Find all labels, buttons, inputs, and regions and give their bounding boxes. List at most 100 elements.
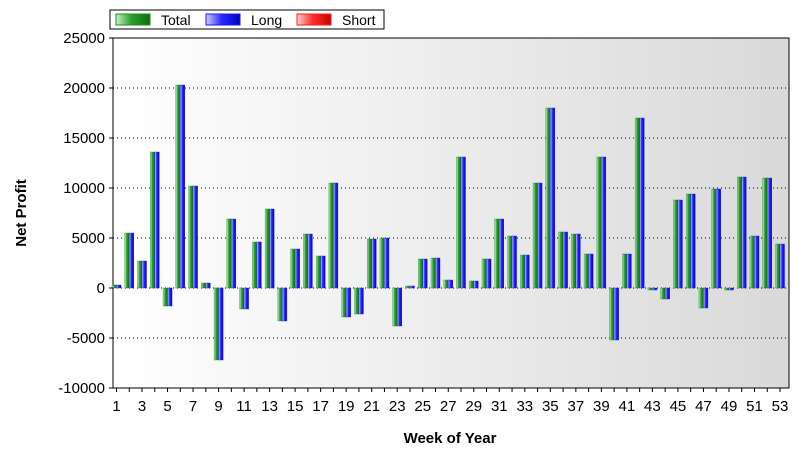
bar-total-week-20 [354, 287, 360, 315]
x-tick-label: 29 [465, 398, 482, 415]
x-tick-label: 31 [491, 398, 508, 415]
grid-lines [113, 87, 789, 339]
legend: Total Long Short [109, 9, 385, 30]
bar-long-week-42 [639, 117, 645, 289]
bar-long-week-11 [243, 287, 249, 310]
bar-total-week-45 [673, 199, 679, 289]
bar-total-week-42 [634, 117, 640, 289]
bar-total-week-12 [252, 241, 258, 289]
bar-total-week-35 [545, 107, 551, 289]
x-tick-label: 23 [389, 398, 406, 415]
bar-total-week-46 [685, 193, 691, 289]
bar-long-week-33 [524, 254, 530, 289]
bar-total-week-16 [303, 233, 309, 289]
bar-total-week-30 [481, 258, 487, 289]
bar-total-week-27 [443, 279, 449, 289]
bar-total-week-10 [226, 218, 232, 289]
x-tick-label: 49 [721, 398, 738, 415]
bar-long-week-47 [703, 287, 709, 309]
legend-label-total: Total [161, 12, 191, 28]
x-tick-label: 25 [414, 398, 431, 415]
bar-long-week-35 [550, 107, 556, 289]
bar-long-week-43 [652, 287, 658, 291]
x-tick-label: 9 [214, 398, 222, 415]
x-tick-label: 5 [163, 398, 171, 415]
bar-long-week-12 [256, 241, 262, 289]
bar-long-week-53 [779, 243, 785, 289]
x-tick-label: 3 [138, 398, 146, 415]
bar-long-week-38 [588, 253, 594, 289]
bar-total-week-25 [418, 258, 423, 289]
bar-total-week-24 [405, 285, 411, 289]
bar-long-week-7 [192, 185, 198, 289]
x-tick-label: 17 [312, 398, 329, 415]
bar-long-week-2 [129, 232, 134, 289]
bar-long-week-10 [231, 218, 237, 289]
x-tick-label: 53 [772, 398, 789, 415]
x-axis-label: Week of Year [404, 430, 497, 447]
bar-long-week-4 [154, 151, 160, 289]
bar-total-week-28 [456, 156, 462, 289]
x-tick-label: 41 [619, 398, 636, 415]
y-axis: 25000 20000 15000 10000 5000 0 -5000 -10000 [58, 30, 113, 397]
bar-long-week-9 [218, 287, 224, 361]
bar-long-week-22 [384, 237, 390, 289]
bar-long-week-32 [511, 235, 517, 289]
bar-total-week-5 [162, 287, 168, 307]
bar-long-week-3 [141, 260, 147, 289]
bar-long-week-1 [116, 284, 122, 289]
bar-long-week-25 [422, 258, 428, 289]
bar-long-week-51 [754, 235, 760, 289]
bar-long-week-23 [397, 287, 402, 327]
x-tick-label: 39 [593, 398, 610, 415]
x-tick-label: 37 [568, 398, 585, 415]
bar-long-week-16 [307, 233, 313, 289]
bar-total-week-23 [392, 287, 398, 327]
bar-long-week-8 [205, 282, 211, 289]
bar-total-week-18 [328, 182, 334, 289]
bar-long-week-13 [269, 208, 275, 289]
bar-long-week-26 [435, 257, 441, 289]
bar-long-week-27 [448, 279, 453, 289]
bar-total-week-4 [150, 151, 155, 289]
x-tick-label: 27 [440, 398, 457, 415]
bar-long-week-46 [690, 193, 696, 289]
x-tick-label: 19 [338, 398, 355, 415]
bar-total-week-43 [647, 287, 653, 291]
bar-long-week-14 [282, 287, 288, 322]
bars [111, 84, 785, 361]
bar-total-week-11 [239, 287, 245, 310]
bar-total-week-40 [609, 287, 615, 341]
bar-long-week-45 [677, 199, 683, 289]
bar-long-week-24 [409, 285, 415, 289]
bar-total-week-2 [124, 232, 130, 289]
bar-total-week-36 [558, 231, 564, 289]
bar-long-week-21 [371, 238, 377, 289]
bar-total-week-48 [711, 188, 717, 289]
bar-total-week-44 [660, 287, 666, 300]
x-tick-label: 1 [112, 398, 120, 415]
bar-long-week-19 [345, 287, 351, 318]
bar-total-week-21 [366, 238, 372, 289]
bar-long-week-50 [741, 176, 747, 289]
y-tick-label: 10000 [63, 180, 105, 197]
y-tick-label: -5000 [67, 330, 105, 347]
y-tick-label: 0 [97, 280, 105, 297]
x-tick-label: 51 [746, 398, 763, 415]
bar-total-week-3 [137, 260, 143, 289]
bar-long-week-5 [167, 287, 173, 307]
bar-long-week-48 [716, 188, 721, 289]
x-axis: 1 3 5 7 9 11 13 15 17 19 21 23 25 27 29 31 33 35 37 39 41 43 4… [112, 388, 788, 415]
bar-long-week-40 [613, 287, 619, 341]
bar-total-week-52 [762, 177, 768, 289]
bar-total-week-6 [175, 84, 181, 289]
bar-total-week-7 [188, 185, 194, 289]
bar-long-week-30 [486, 258, 492, 289]
x-tick-label: 15 [287, 398, 304, 415]
bar-long-week-39 [601, 156, 607, 289]
bar-total-week-31 [494, 218, 500, 289]
bar-long-week-44 [664, 287, 670, 300]
x-tick-label: 7 [189, 398, 197, 415]
bar-total-week-19 [341, 287, 347, 318]
